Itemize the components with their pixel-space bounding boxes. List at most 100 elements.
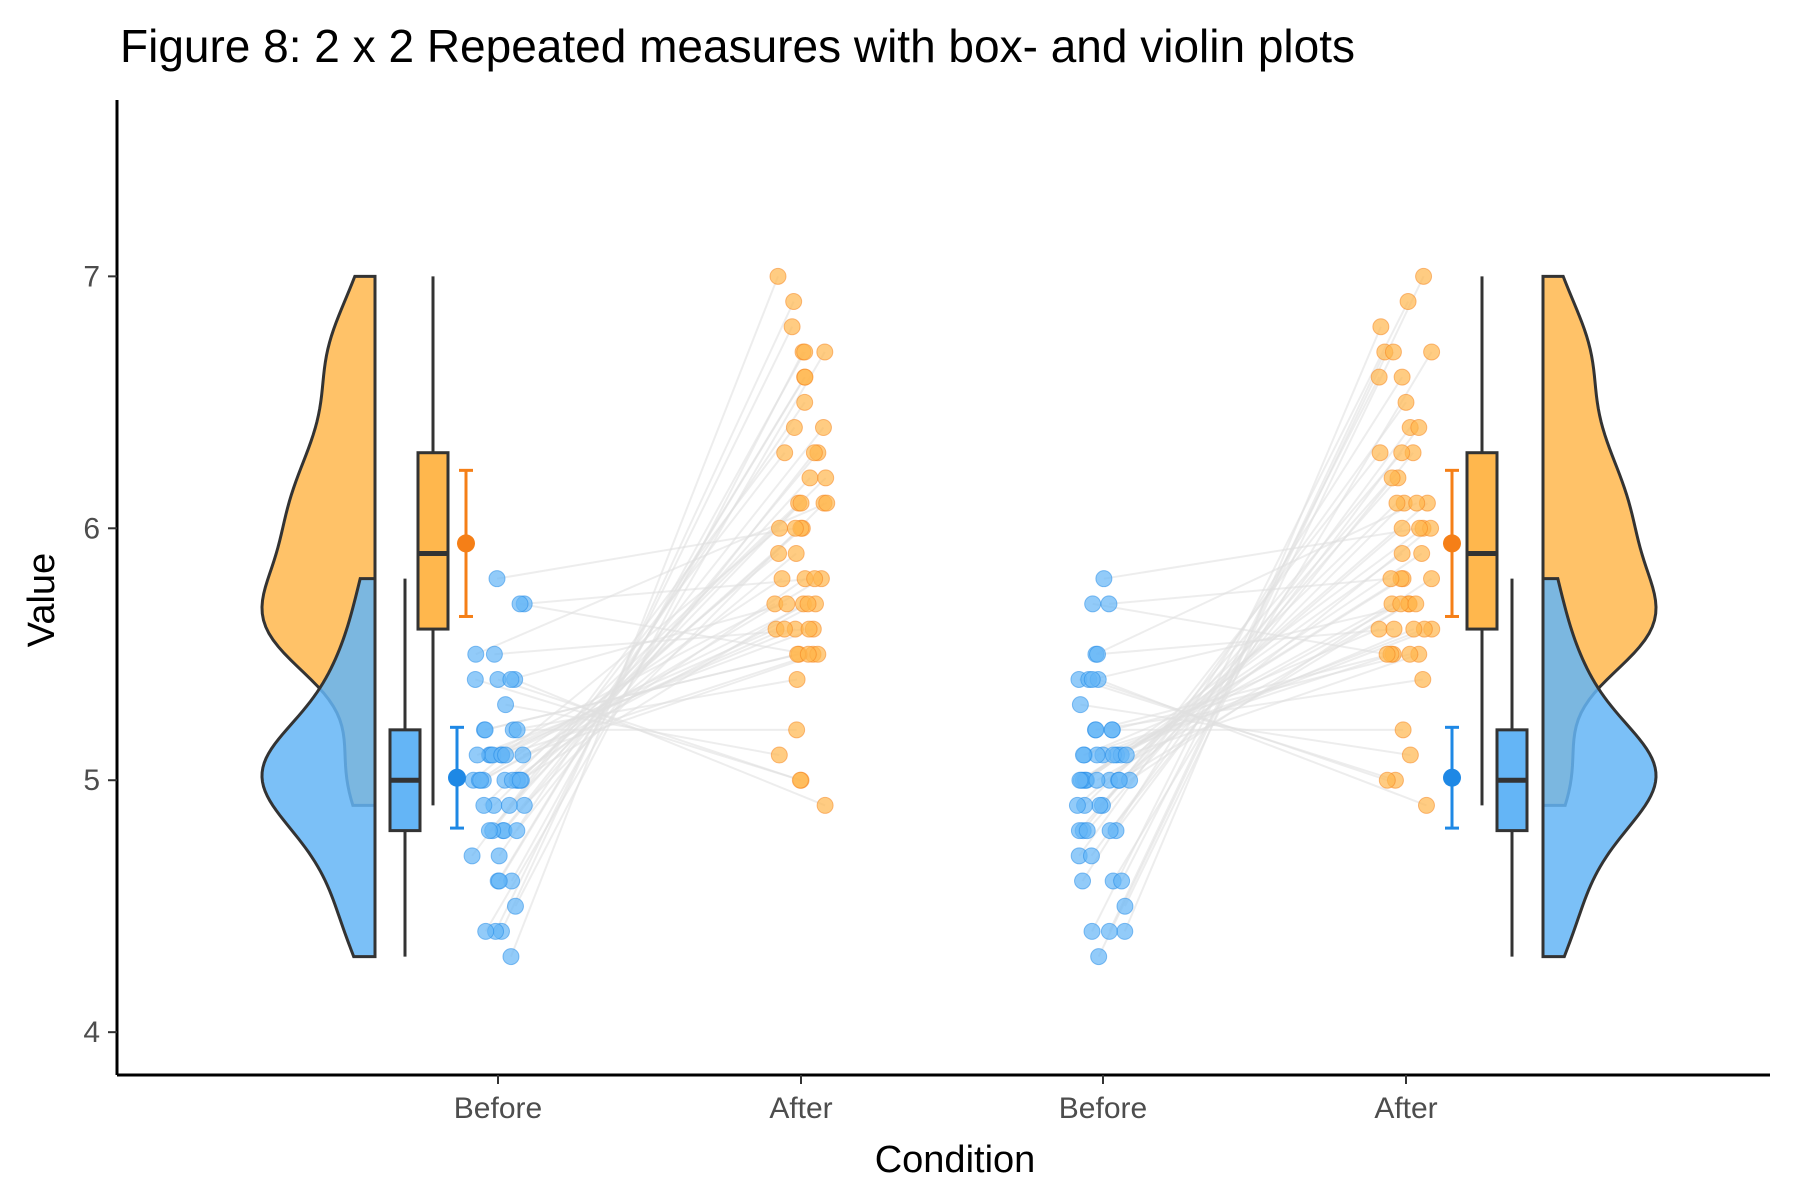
data-point [468, 746, 486, 764]
mean-after-left-mean-point [457, 534, 475, 553]
x-tick-label: After [769, 1092, 832, 1125]
data-point [1071, 696, 1089, 714]
data-point [796, 343, 814, 361]
data-point [1074, 746, 1092, 764]
connector-line [516, 452, 816, 832]
data-point [1090, 948, 1108, 966]
connector-line [483, 502, 800, 807]
data-point [770, 519, 788, 537]
data-point [816, 796, 834, 814]
data-point [1378, 771, 1396, 789]
data-point [1423, 343, 1441, 361]
connector-line [519, 602, 809, 656]
connector-line [1108, 527, 1403, 781]
x-axis-title: Condition [875, 1139, 1036, 1181]
data-point [1385, 620, 1403, 638]
connector-line [1102, 628, 1433, 756]
connector-line [522, 653, 819, 756]
data-point [799, 645, 817, 663]
mean-after-right-mean-point [1443, 534, 1461, 553]
data-point [1068, 796, 1086, 814]
data-point [1413, 544, 1431, 562]
data-point [1101, 822, 1119, 840]
data-point [791, 771, 809, 789]
data-point [490, 872, 508, 890]
y-tick-label: 4 [83, 1016, 100, 1049]
connector-line [1108, 577, 1391, 605]
data-point [488, 570, 506, 588]
data-point [1393, 544, 1411, 562]
data-point [490, 847, 508, 865]
data-point [480, 822, 498, 840]
data-point [508, 822, 526, 840]
data-point [805, 444, 823, 462]
data-point [463, 847, 481, 865]
y-tick-label: 7 [83, 260, 100, 293]
plot-area [260, 267, 1658, 966]
data-point [476, 721, 494, 739]
y-axis-ticks: 4 5 6 7 [83, 260, 117, 1049]
data-point [787, 544, 805, 562]
data-point [466, 670, 484, 688]
data-point [1074, 872, 1092, 890]
data-point [1078, 822, 1096, 840]
data-point [1082, 847, 1100, 865]
x-tick-label: Before [454, 1092, 542, 1125]
data-point [799, 595, 817, 613]
data-point [1372, 318, 1390, 336]
data-point [1084, 595, 1102, 613]
connector-line [1103, 527, 1420, 580]
data-point [1397, 393, 1415, 411]
data-point [785, 419, 803, 437]
data-point [818, 494, 836, 512]
connector-line [1095, 502, 1418, 656]
x-tick-label: After [1374, 1092, 1437, 1125]
data-point [497, 696, 515, 714]
data-point [1113, 872, 1131, 890]
data-point [1371, 444, 1389, 462]
connector-line [1097, 678, 1427, 807]
data-point [814, 419, 832, 437]
data-point [806, 570, 824, 588]
data-point [500, 796, 518, 814]
connector-line [1092, 602, 1388, 656]
boxplot-after-right-box [1465, 451, 1499, 631]
violin-before-left [260, 577, 377, 959]
connector-line [1097, 628, 1395, 656]
connector-line [490, 628, 777, 756]
connector-line [516, 527, 802, 781]
data-point [786, 519, 804, 537]
data-point [1405, 620, 1423, 638]
data-point [515, 796, 533, 814]
data-point [1408, 494, 1426, 512]
data-point [773, 570, 791, 588]
data-point [1382, 570, 1400, 588]
chart-title: Figure 8: 2 x 2 Repeated measures with b… [120, 20, 1355, 72]
data-point [508, 721, 526, 739]
data-point [1089, 645, 1107, 663]
data-point [778, 595, 796, 613]
data-point [800, 620, 818, 638]
data-point [514, 746, 532, 764]
connector-line [1096, 603, 1410, 782]
data-point [1083, 922, 1101, 940]
data-point [467, 645, 485, 663]
data-point [769, 267, 787, 285]
data-point [1417, 796, 1435, 814]
data-point [1100, 922, 1118, 940]
data-point [1116, 922, 1134, 940]
connector-line [1088, 678, 1388, 782]
data-point [1414, 670, 1432, 688]
data-point [1378, 645, 1396, 663]
connector-line [1109, 452, 1414, 832]
data-point [475, 796, 493, 814]
y-tick-label: 5 [83, 764, 100, 797]
data-point [1401, 645, 1419, 663]
connector-line [482, 577, 822, 782]
data-point [1393, 444, 1411, 462]
data-point [1095, 570, 1113, 588]
y-tick-label: 6 [83, 512, 100, 545]
data-point [770, 746, 788, 764]
data-point [1110, 771, 1128, 789]
data-point [1423, 570, 1441, 588]
